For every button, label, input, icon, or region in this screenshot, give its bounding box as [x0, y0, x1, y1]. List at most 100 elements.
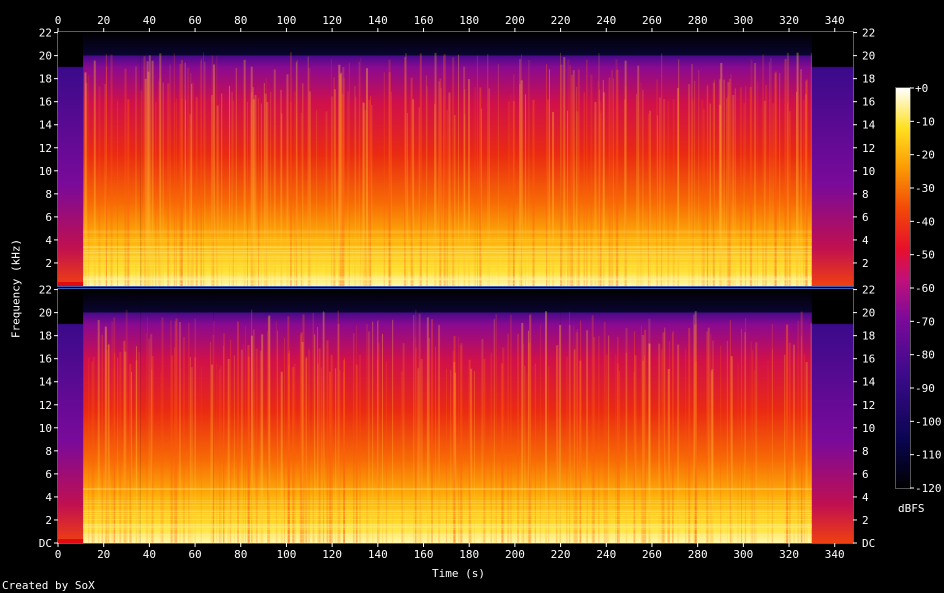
- spectrogram-streak: [250, 66, 253, 286]
- spectrogram-streak: [316, 110, 318, 286]
- spectrogram-streak: [299, 334, 302, 543]
- spectrogram-streak: [182, 337, 185, 543]
- spectrogram-harmonic: [83, 279, 812, 281]
- spectrogram-streak: [388, 59, 391, 286]
- x-tick-label-top: 140: [368, 14, 388, 27]
- spectrogram-streak: [771, 349, 773, 543]
- spectrogram-streak: [707, 327, 710, 543]
- spectrogram-harmonic: [83, 528, 812, 530]
- spectrogram-streak: [354, 85, 356, 287]
- spectrogram-harmonic: [83, 488, 812, 490]
- colorbar-tick-label: -90: [915, 382, 935, 395]
- spectrogram-streak: [602, 92, 605, 287]
- spectrogram-harmonic: [83, 488, 812, 490]
- colorbar-tick-label: -60: [915, 282, 935, 295]
- spectrogram-harmonic: [83, 279, 812, 281]
- spectrogram-streak: [233, 355, 235, 543]
- spectrogram-streak: [598, 53, 600, 287]
- spectrogram-streak: [694, 311, 697, 543]
- spectrogram-streak: [263, 82, 265, 286]
- spectrogram-streak: [267, 317, 270, 543]
- spectrogram-streak: [283, 337, 285, 543]
- spectrogram-segment: [58, 32, 84, 286]
- spectrogram-streak: [426, 317, 429, 543]
- spectrogram-harmonic: [83, 258, 812, 260]
- spectrogram-streak: [180, 98, 183, 286]
- spectrogram-streak: [143, 56, 146, 287]
- spectrogram-streak: [483, 359, 486, 543]
- spectrogram-segment: [811, 32, 853, 286]
- spectrogram-streak: [644, 329, 647, 543]
- spectrogram-streak: [418, 313, 421, 543]
- spectrogram-streak: [599, 113, 601, 286]
- spectrogram-streak: [754, 370, 756, 543]
- spectrogram-streak: [774, 71, 777, 286]
- spectrogram-streak: [519, 59, 522, 287]
- y-tick-label-left: 22: [39, 284, 52, 297]
- spectrogram-streak: [221, 93, 223, 287]
- spectrogram-channel-1: [58, 32, 853, 287]
- spectrogram-streak: [774, 73, 777, 287]
- spectrogram-streak: [658, 343, 661, 543]
- colorbar-tick-label: -10: [915, 115, 935, 128]
- spectrogram-streak: [162, 82, 164, 286]
- spectrogram-streak: [624, 99, 626, 287]
- spectrogram-streak: [720, 345, 722, 543]
- spectrogram-streak: [195, 97, 198, 286]
- y-tick-label-right: 10: [862, 422, 875, 435]
- spectrogram-streak: [458, 336, 460, 543]
- spectrogram-streak: [586, 59, 588, 287]
- spectrogram-harmonic: [83, 247, 812, 249]
- spectrogram-streak: [797, 320, 800, 543]
- spectrogram-streak: [599, 89, 601, 286]
- spectrogram-streak: [337, 310, 339, 543]
- spectrogram-streak: [406, 113, 408, 286]
- spectrogram-streak: [371, 105, 373, 287]
- spectrogram-streak: [151, 369, 153, 543]
- spectrogram-streak: [487, 53, 489, 286]
- spectrogram-harmonic: [83, 524, 812, 526]
- spectrogram-streak: [338, 64, 341, 286]
- spectrogram-streak: [150, 334, 153, 543]
- spectrogram-harmonic: [83, 541, 812, 543]
- spectrogram-streak: [174, 347, 176, 543]
- spectrogram-streak: [796, 52, 799, 287]
- spectrogram-streak: [527, 330, 529, 543]
- x-tick-label-top: 160: [414, 14, 434, 27]
- y-tick-label-right: 20: [862, 307, 875, 320]
- spectrogram-streak: [718, 104, 721, 286]
- spectrogram-streak: [104, 326, 107, 543]
- spectrogram-streak: [124, 68, 127, 286]
- spectrogram-streak: [786, 324, 789, 543]
- spectrogram-streak: [768, 61, 770, 286]
- spectrogram-streak: [566, 356, 568, 543]
- spectrogram-streak: [294, 91, 296, 287]
- colorbar-tick-label: -120: [915, 482, 942, 495]
- spectrogram-streak: [723, 79, 725, 286]
- y-tick-label-left: 22: [39, 27, 52, 40]
- spectrogram-streak: [481, 338, 484, 543]
- spectrogram-streak: [567, 110, 569, 287]
- spectrogram-streak: [528, 342, 531, 543]
- spectrogram-streak: [258, 98, 260, 286]
- spectrogram-streak: [668, 341, 670, 543]
- spectrogram-segment: [58, 289, 84, 543]
- spectrogram-streak: [340, 72, 343, 286]
- axes: 0 0 20 20 40 40 60 60 80 80 100 100 120 120 140 140 160 1…: [39, 14, 876, 561]
- spectrogram-streak: [250, 92, 253, 287]
- spectrogram-streak: [190, 367, 193, 543]
- spectrogram-streak: [127, 99, 130, 286]
- spectrogram-streak: [125, 309, 128, 543]
- spectrogram-streak: [727, 82, 730, 286]
- spectrogram-streak: [575, 332, 578, 543]
- spectrogram-streak: [767, 360, 769, 543]
- spectrogram-streak: [307, 56, 309, 287]
- spectrogram-harmonic: [83, 230, 812, 232]
- spectrogram-streak: [534, 363, 536, 543]
- spectrogram-streak: [169, 320, 172, 543]
- spectrogram-harmonic: [83, 538, 812, 540]
- y-tick-label-right: 12: [862, 142, 875, 155]
- spectrogram-streak: [434, 104, 436, 287]
- spectrogram-streak: [227, 358, 230, 543]
- x-tick-label-bottom: 160: [414, 548, 434, 561]
